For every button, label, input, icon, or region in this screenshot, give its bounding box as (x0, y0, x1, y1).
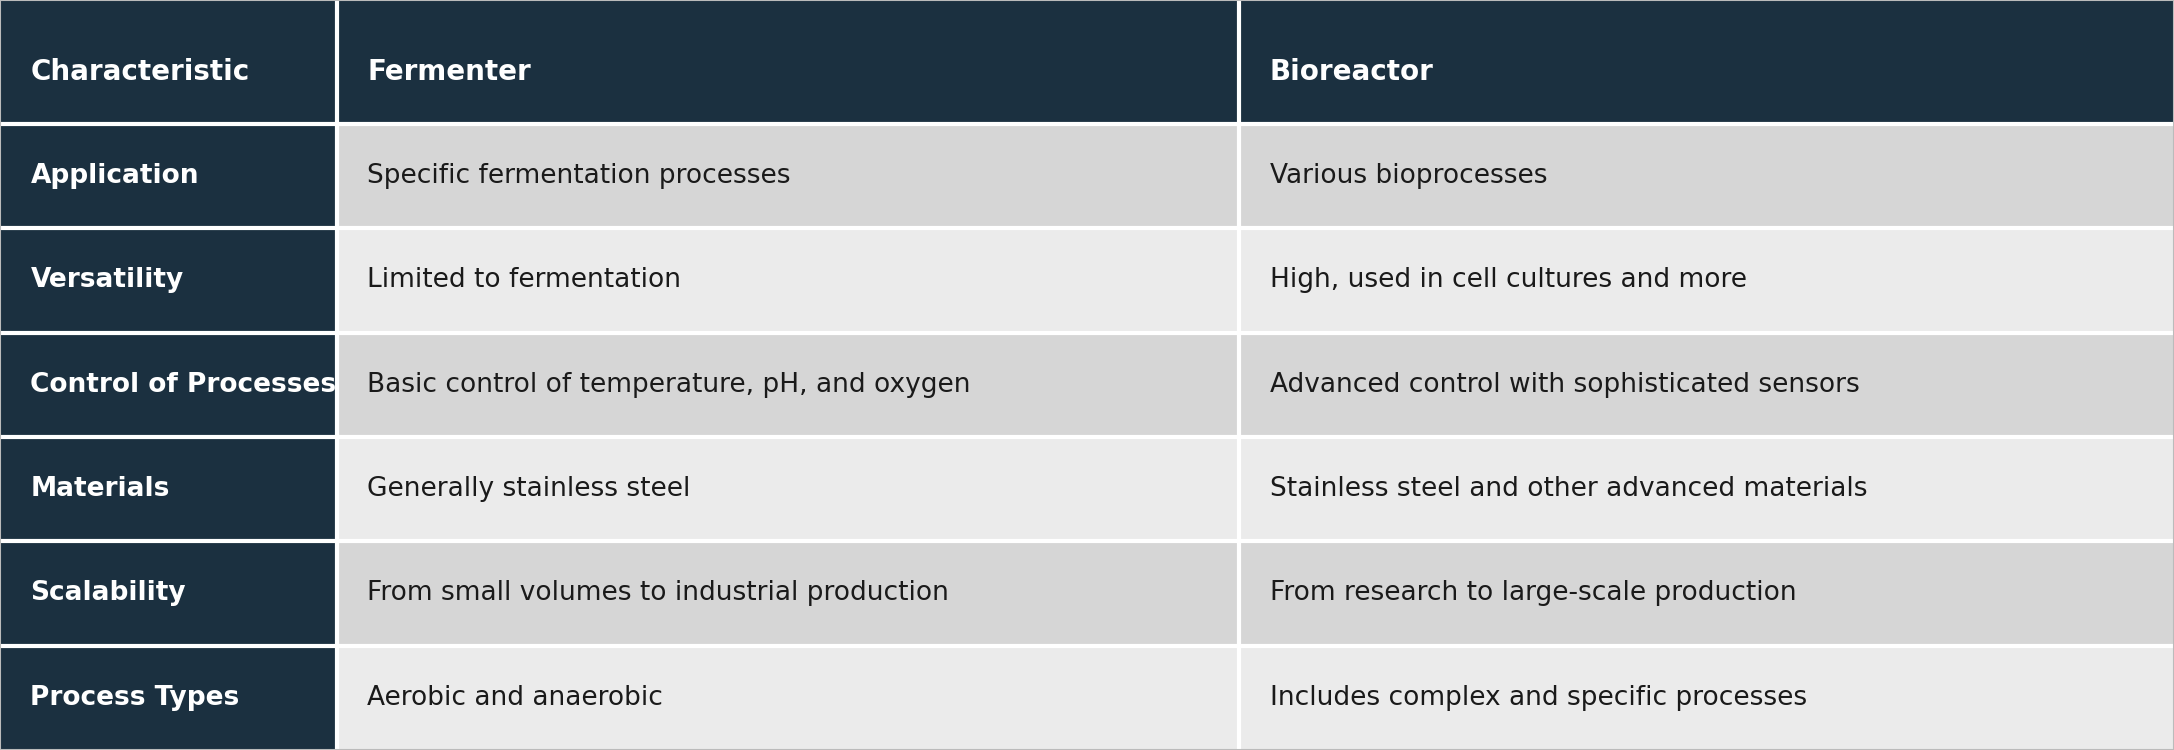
Bar (0, 124, 337, 228)
Bar (1239, 228, 2174, 332)
Bar (1239, 0, 2174, 124)
Text: Basic control of temperature, pH, and oxygen: Basic control of temperature, pH, and ox… (367, 372, 972, 398)
Bar (0, 542, 337, 646)
Bar (337, 332, 1239, 436)
Text: Control of Processes: Control of Processes (30, 372, 337, 398)
Text: From small volumes to industrial production: From small volumes to industrial product… (367, 580, 950, 607)
Text: From research to large-scale production: From research to large-scale production (1270, 580, 1796, 607)
Text: Characteristic: Characteristic (30, 58, 250, 86)
Bar (337, 0, 1239, 124)
Bar (1239, 436, 2174, 542)
Bar (337, 542, 1239, 646)
Bar (0, 228, 337, 332)
Bar (0, 0, 337, 124)
Text: Specific fermentation processes: Specific fermentation processes (367, 163, 791, 189)
Text: Aerobic and anaerobic: Aerobic and anaerobic (367, 685, 663, 711)
Bar (1239, 124, 2174, 228)
Text: Stainless steel and other advanced materials: Stainless steel and other advanced mater… (1270, 476, 1867, 502)
Text: Materials: Materials (30, 476, 170, 502)
Text: Generally stainless steel: Generally stainless steel (367, 476, 691, 502)
Text: Versatility: Versatility (30, 267, 183, 293)
Bar (0, 646, 337, 750)
Bar (1239, 542, 2174, 646)
Bar (337, 228, 1239, 332)
Text: Advanced control with sophisticated sensors: Advanced control with sophisticated sens… (1270, 372, 1859, 398)
Bar (0, 332, 337, 436)
Text: Includes complex and specific processes: Includes complex and specific processes (1270, 685, 1807, 711)
Text: Fermenter: Fermenter (367, 58, 530, 86)
Text: Application: Application (30, 163, 200, 189)
Text: Bioreactor: Bioreactor (1270, 58, 1433, 86)
Text: Process Types: Process Types (30, 685, 239, 711)
Text: High, used in cell cultures and more: High, used in cell cultures and more (1270, 267, 1746, 293)
Bar (337, 124, 1239, 228)
Text: Scalability: Scalability (30, 580, 187, 607)
Bar (337, 436, 1239, 542)
Text: Various bioprocesses: Various bioprocesses (1270, 163, 1548, 189)
Bar (0, 436, 337, 542)
Bar (1239, 332, 2174, 436)
Bar (1239, 646, 2174, 750)
Text: Limited to fermentation: Limited to fermentation (367, 267, 680, 293)
Bar (337, 646, 1239, 750)
